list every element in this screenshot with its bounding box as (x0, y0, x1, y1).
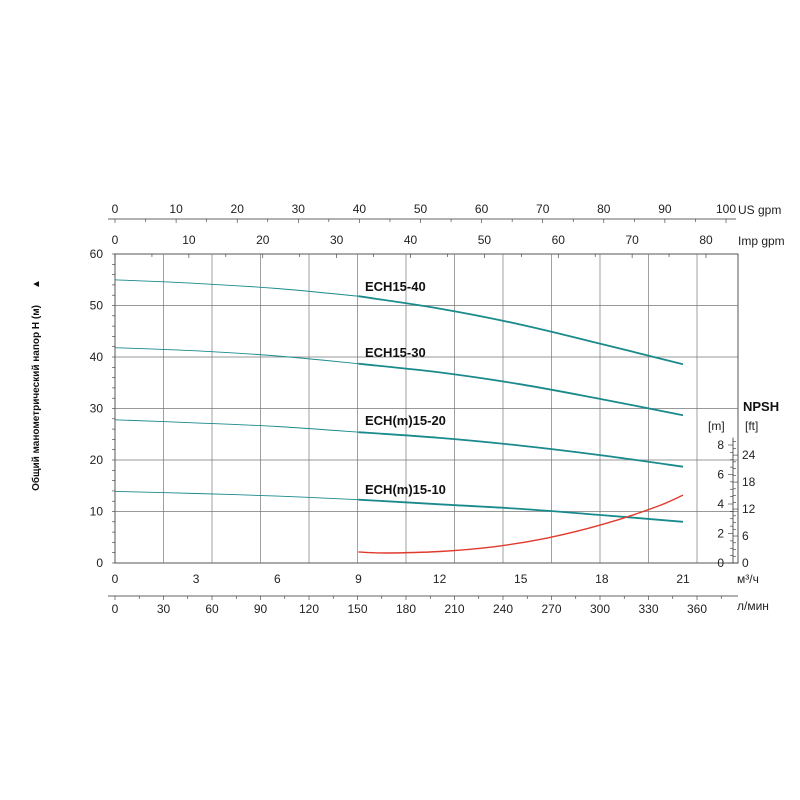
npsh-curve (358, 494, 684, 554)
x-usgpm-tick-label: 0 (112, 202, 119, 216)
x-m3h-tick-label: 0 (112, 572, 119, 586)
x-lmin-tick-label: 240 (493, 602, 513, 616)
series-label: ECH15-40 (365, 279, 426, 294)
x-lmin-tick-label: 90 (254, 602, 268, 616)
x-lmin-tick-label: 330 (638, 602, 658, 616)
x-impgpm-tick-label: 10 (182, 233, 196, 247)
npsh-title: NPSH (743, 399, 779, 414)
x-m3h-tick-label: 21 (676, 572, 690, 586)
x-m3h-tick-label: 12 (433, 572, 447, 586)
y-tick-label: 10 (90, 505, 104, 519)
npsh-ft-tick-label: 0 (742, 556, 749, 570)
x-lmin-tick-label: 60 (205, 602, 219, 616)
x-usgpm-tick-label: 40 (353, 202, 367, 216)
x-usgpm-tick-label: 10 (169, 202, 183, 216)
x-lmin-tick-label: 120 (299, 602, 319, 616)
x-lmin-tick-label: 180 (396, 602, 416, 616)
x-m3h-tick-label: 18 (595, 572, 609, 586)
npsh-ft-tick-label: 18 (742, 475, 756, 489)
y-tick-label: 30 (90, 402, 104, 416)
npsh-unit-ft: [ft] (745, 419, 758, 433)
x-lmin-tick-label: 150 (347, 602, 367, 616)
curves-layer (114, 279, 684, 554)
y-tick-label: 0 (96, 556, 103, 570)
pump-curve-ech15-30-thin (114, 347, 359, 365)
npsh-m-tick-label: 6 (717, 468, 724, 482)
y-axis-arrow: ▲ (31, 279, 42, 289)
y-tick-label: 20 (90, 453, 104, 467)
pump-curve-ech15-30 (358, 362, 684, 417)
npsh-ft-tick-label: 24 (742, 448, 756, 462)
npsh-m-tick-label: 0 (717, 556, 724, 570)
x-usgpm-tick-label: 90 (658, 202, 672, 216)
x-lmin-unit: л/мин (737, 599, 769, 613)
x-impgpm-tick-label: 60 (552, 233, 566, 247)
x-m3h-unit: м³/ч (737, 572, 759, 586)
x-lmin-tick-label: 270 (541, 602, 561, 616)
x-lmin-tick-label: 210 (444, 602, 464, 616)
x-m3h-tick-label: 15 (514, 572, 528, 586)
npsh-m-tick-label: 8 (717, 438, 724, 452)
x-impgpm-tick-label: 50 (478, 233, 492, 247)
x-impgpm-tick-label: 40 (404, 233, 418, 247)
x-m3h-tick-label: 6 (274, 572, 281, 586)
series-label: ECH(m)15-20 (365, 413, 446, 428)
x-impgpm-tick-label: 70 (625, 233, 639, 247)
series-label: ECH15-30 (365, 345, 426, 360)
y-tick-label: 40 (90, 350, 104, 364)
pump-curve-echm15-10-thin (114, 490, 359, 501)
x-impgpm-unit: Imp gpm (738, 234, 785, 248)
y-axis-label: Общий манометрический напор H (м) (30, 305, 42, 491)
pump-curve-echm15-20 (358, 431, 684, 468)
x-usgpm-tick-label: 100 (716, 202, 736, 216)
pump-curve-ech15-40-thin (114, 279, 359, 297)
pump-curve-ech15-40 (358, 295, 684, 366)
axes-layer (108, 218, 738, 600)
series-label: ECH(m)15-10 (365, 482, 446, 497)
npsh-unit-m: [m] (708, 419, 725, 433)
x-impgpm-tick-label: 20 (256, 233, 270, 247)
x-usgpm-tick-label: 50 (414, 202, 428, 216)
x-usgpm-tick-label: 60 (475, 202, 489, 216)
x-usgpm-tick-label: 30 (292, 202, 306, 216)
x-lmin-tick-label: 0 (112, 602, 119, 616)
x-usgpm-unit: US gpm (738, 203, 781, 217)
x-m3h-tick-label: 3 (193, 572, 200, 586)
plot-grid (114, 253, 739, 564)
x-usgpm-tick-label: 70 (536, 202, 550, 216)
x-lmin-tick-label: 30 (157, 602, 171, 616)
npsh-ft-tick-label: 6 (742, 529, 749, 543)
npsh-m-tick-label: 4 (717, 497, 724, 511)
x-lmin-tick-label: 300 (590, 602, 610, 616)
y-tick-label: 60 (90, 247, 104, 261)
x-impgpm-tick-label: 80 (699, 233, 713, 247)
x-lmin-tick-label: 360 (687, 602, 707, 616)
npsh-ft-tick-label: 12 (742, 502, 756, 516)
pump-curve-echm15-20-thin (114, 419, 359, 433)
x-impgpm-tick-label: 0 (112, 233, 119, 247)
x-impgpm-tick-label: 30 (330, 233, 344, 247)
npsh-m-tick-label: 2 (717, 527, 724, 541)
x-usgpm-tick-label: 20 (231, 202, 245, 216)
pump-curve-echm15-10 (358, 498, 684, 523)
x-m3h-tick-label: 9 (355, 572, 362, 586)
y-tick-label: 50 (90, 299, 104, 313)
x-usgpm-tick-label: 80 (597, 202, 611, 216)
